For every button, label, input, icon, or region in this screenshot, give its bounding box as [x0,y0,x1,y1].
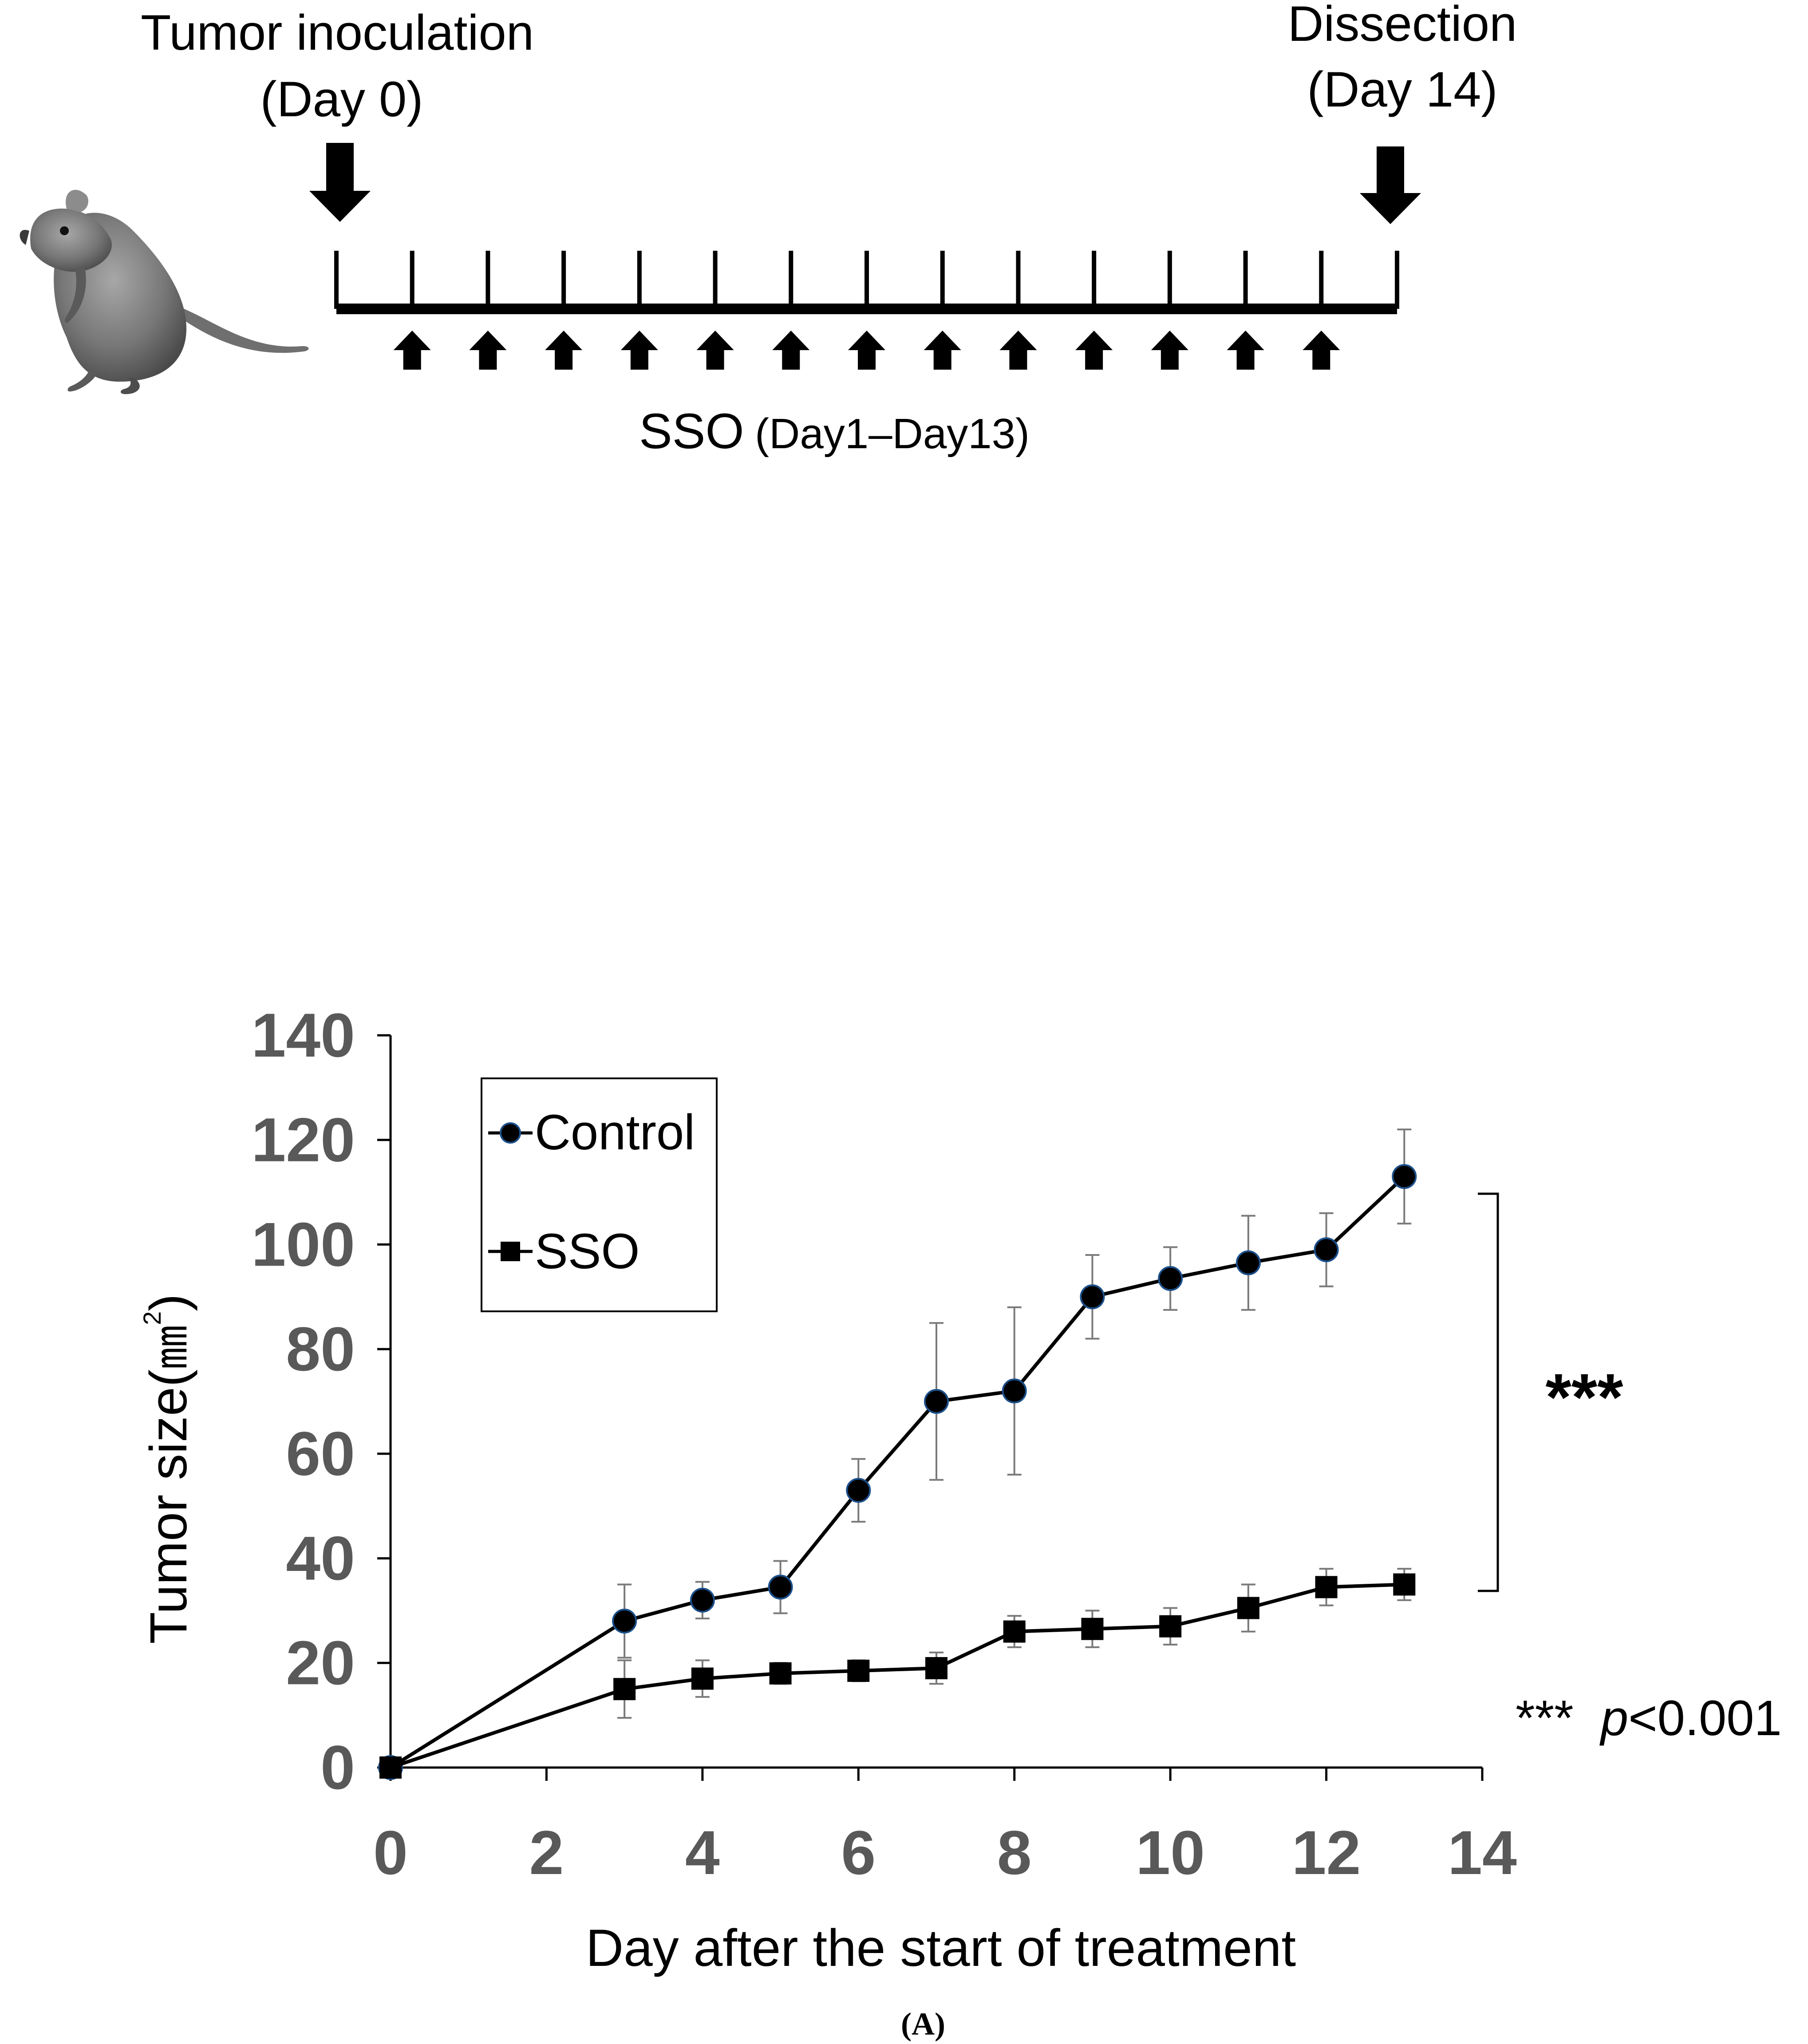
x-tick-label: 12 [1292,1818,1361,1887]
y-label-main: Tumor size( [139,1369,198,1644]
x-axis-label: Day after the start of treatment [586,1919,1296,1977]
sso-point [1237,1597,1259,1619]
y-tick-label: 80 [286,1314,355,1384]
sso-dose-arrow-icon [545,331,583,370]
sso-line [390,1582,1405,1769]
x-tick-label: 6 [841,1818,876,1887]
p-note-stars: *** [1516,1690,1574,1746]
sso-point [769,1662,792,1685]
y-tick-label: 60 [286,1419,355,1488]
legend-box [481,1077,718,1312]
sso-dose-arrow-icon [696,331,734,370]
sso-dosing-label: SSO (Day1–Day13) [639,403,1030,459]
treatment-schema: Tumor inoculation (Day 0) Dissection (Da… [20,0,1517,459]
tumor-size-chart: 0 20 40 60 80 100 120 140 0 2 4 6 8 10 12 14 Tumor siz… [138,1000,1782,2042]
sso-dose-arrow-icon [924,331,961,370]
significance-bracket [1478,1192,1499,1592]
p-value-note: *** p<0.001 [1516,1690,1782,1746]
sso-dose-arrow-icon [999,331,1037,370]
x-axis-ticks: 0 2 4 6 8 10 12 14 [373,1768,1517,1887]
y-tick-label: 140 [251,1000,355,1070]
mouse-icon [20,189,309,395]
sso-dose-arrow-icon [469,331,507,370]
sso-dose-arrow-icon [1151,331,1188,370]
y-tick-label: 120 [251,1105,355,1175]
control-point [1236,1250,1261,1275]
dissection-label: Dissection [1288,0,1517,51]
sso-dose-arrow-icon [1227,331,1264,370]
sso-dose-arrow-icon [772,331,810,370]
sso-point [1315,1576,1338,1598]
series-sso [379,1568,1416,1779]
control-point [924,1389,949,1414]
y-axis-ticks: 0 20 40 60 80 100 120 140 [251,1000,391,1802]
x-tick-label: 8 [997,1818,1032,1887]
sso-days-label: (Day1–Day13) [755,410,1030,458]
sso-point [1081,1618,1104,1640]
y-tick-label: 20 [286,1628,355,1697]
y-axis-label: Tumor size(㎜2) [138,1294,198,1644]
sso-point [925,1657,947,1680]
control-point [1392,1164,1417,1189]
legend-control-label: Control [535,1105,695,1160]
control-point [1314,1237,1339,1263]
control-point [690,1587,715,1613]
y-tick-label: 100 [251,1209,355,1279]
sso-point [847,1659,870,1682]
sso-dose-arrow-icon [848,331,885,370]
day0-label: (Day 0) [260,71,423,127]
control-point [1080,1284,1105,1310]
sso-point [613,1678,636,1701]
x-tick-label: 10 [1136,1818,1205,1887]
sso-point [1393,1573,1416,1596]
control-point [1158,1266,1183,1291]
timeline-ticks [334,251,1399,309]
significance-stars: *** [1545,1360,1623,1434]
inoculation-arrow-icon [309,143,371,222]
dissection-arrow-icon [1360,146,1421,224]
y-tick-label: 40 [286,1523,355,1593]
sso-point [1003,1620,1026,1643]
legend: Control SSO [481,1077,718,1312]
x-tick-label: 2 [529,1818,564,1887]
control-point [1002,1378,1027,1404]
sso-point [691,1667,714,1690]
control-point [768,1574,793,1600]
y-tick-label: 0 [320,1732,355,1802]
x-tick-label: 14 [1448,1818,1517,1887]
tumor-inoculation-label: Tumor inoculation [141,5,534,60]
sso-dose-arrow-icon [393,331,431,370]
day14-label: (Day 14) [1307,62,1497,117]
p-note-value: <0.001 [1628,1690,1782,1746]
control-point [612,1609,637,1634]
sso-point [379,1756,402,1779]
legend-sso-label: SSO [535,1223,640,1279]
sso-dose-arrow-icon [620,331,658,370]
y-label-unit: ㎜ [146,1325,196,1369]
legend-control-marker [500,1122,521,1144]
p-note-p: p [1599,1690,1628,1746]
control-line [389,1175,1406,1769]
sso-dose-arrow-icon [1303,331,1340,370]
sso-label: SSO [639,403,744,459]
control-point [846,1478,871,1503]
legend-sso-marker [501,1242,520,1261]
sso-dose-arrows [393,331,1340,370]
sso-dose-arrow-icon [1075,331,1113,370]
x-tick-label: 4 [685,1818,720,1887]
y-label-close: ) [139,1294,198,1311]
x-tick-label: 0 [373,1818,408,1887]
sso-point [1159,1615,1182,1638]
y-label-sup: 2 [138,1311,166,1325]
panel-label: (A) [901,2006,945,2042]
chart-axes [389,1035,1482,1769]
